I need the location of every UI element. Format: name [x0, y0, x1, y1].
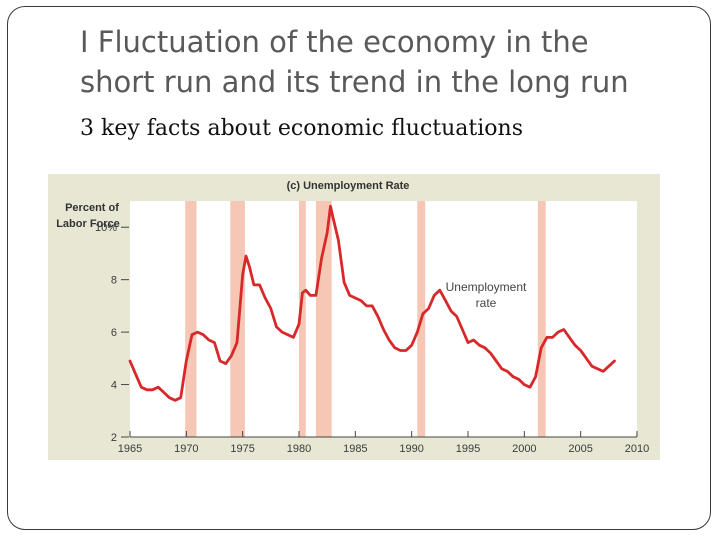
recession-band-3 [299, 201, 306, 437]
unemployment-chart-panel: 1965 1970 1975 1980 1985 1990 1995 2000 2005 2010… [48, 174, 660, 460]
slide-subtitle: 3 key facts about economic fluctuations [80, 116, 523, 141]
annotation-line-2: rate [476, 296, 497, 310]
slide-title-line-1: I Fluctuation of the economy in the [80, 25, 589, 59]
chart-title: (c) Unemployment Rate [287, 180, 410, 192]
x-tick-label-1995: 1995 [456, 443, 480, 455]
x-tick-label-1970: 1970 [174, 443, 198, 455]
slide-title-line-2: short run and its trend in the long run [80, 65, 629, 99]
y-tick-label-2: 2 [111, 432, 117, 444]
x-tick-label-2000: 2000 [512, 443, 536, 455]
y-tick-label-10: 10% [95, 222, 117, 234]
recession-band-6 [537, 201, 546, 437]
series-layer [128, 204, 616, 402]
x-tick-label-1990: 1990 [399, 443, 423, 455]
x-tick-label-1965: 1965 [118, 443, 142, 455]
y-tick-label-8: 8 [111, 275, 117, 287]
x-tick-label-2005: 2005 [568, 443, 592, 455]
y-axis-label-line-2: Labor Force [56, 218, 120, 230]
y-axis-label-line-1: Percent of [65, 202, 119, 214]
recession-band-1 [185, 201, 197, 437]
x-tick-label-1975: 1975 [230, 443, 254, 455]
x-tick-label-1985: 1985 [343, 443, 367, 455]
unemployment-chart: 1965 1970 1975 1980 1985 1990 1995 2000 2005 2010… [56, 180, 649, 455]
x-tick-label-2010: 2010 [625, 443, 649, 455]
recession-band-4 [315, 201, 332, 437]
annotation-line-1: Unemployment [446, 280, 527, 294]
y-tick-label-4: 4 [111, 380, 117, 392]
slide-title: I Fluctuation of the economy in the shor… [80, 22, 680, 102]
plot-area [130, 201, 637, 437]
unemployment-rate-line [128, 204, 616, 402]
axes: 1965 1970 1975 1980 1985 1990 1995 2000 2005 2010… [95, 222, 649, 455]
y-tick-label-6: 6 [111, 327, 117, 339]
x-tick-label-1980: 1980 [287, 443, 311, 455]
